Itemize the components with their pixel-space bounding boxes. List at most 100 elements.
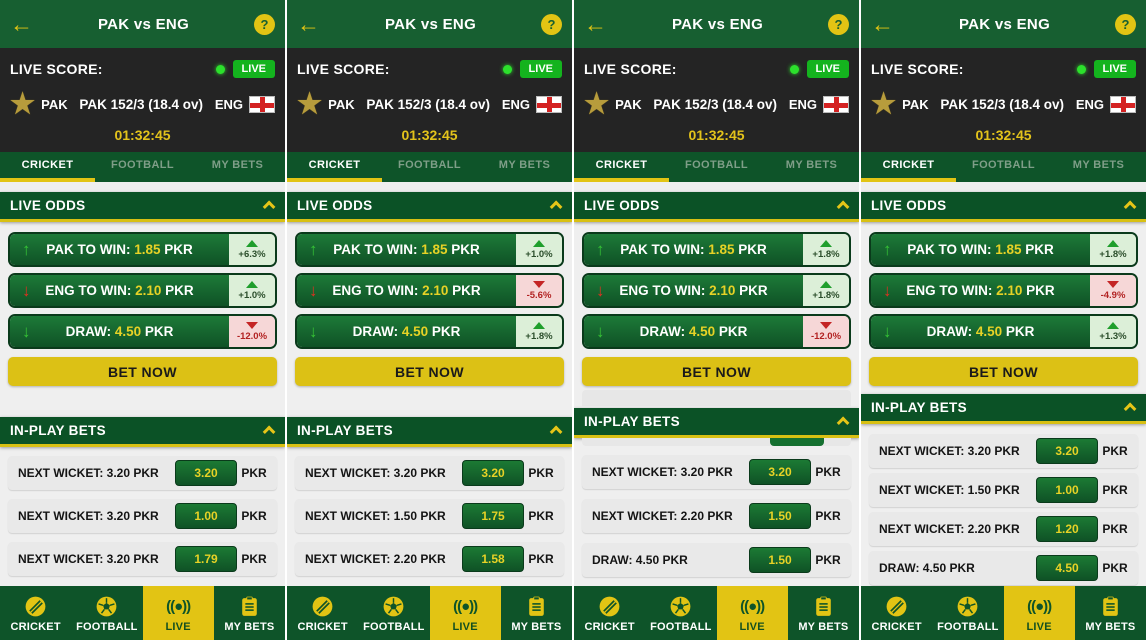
in-play-bets-header[interactable]: IN-PLAY BETS bbox=[0, 417, 285, 447]
in-play-bets-header[interactable]: IN-PLAY BETS bbox=[574, 408, 859, 438]
tab-football[interactable]: FOOTBALL bbox=[110, 159, 175, 171]
help-icon[interactable]: ? bbox=[1115, 13, 1136, 35]
nav-live[interactable]: ((●)) LIVE bbox=[142, 586, 214, 640]
back-arrow-icon[interactable]: ← bbox=[297, 10, 320, 37]
nav-football[interactable]: FOOTBALL bbox=[932, 586, 1003, 640]
tab-my-bets[interactable]: MY BETS bbox=[1072, 159, 1125, 171]
odds-row-eng-to-win[interactable]: ↓ ENG TO WIN: 2.10 PKR +1.8% bbox=[582, 273, 851, 308]
odds-row-eng-to-win[interactable]: ↓ ENG TO WIN: 2.10 PKR -4.9% bbox=[869, 273, 1138, 308]
bet-now-button[interactable]: BET NOW bbox=[295, 357, 564, 386]
live-odds-header[interactable]: LIVE ODDS bbox=[0, 192, 285, 222]
tab-my-bets[interactable]: MY BETS bbox=[498, 159, 551, 171]
nav-my-bets[interactable]: MY BETS bbox=[214, 586, 285, 640]
back-arrow-icon[interactable]: ← bbox=[10, 10, 33, 37]
nav-football[interactable]: FOOTBALL bbox=[645, 586, 716, 640]
nav-live[interactable]: ((●)) LIVE bbox=[1003, 586, 1075, 640]
nav-live[interactable]: ((●)) LIVE bbox=[716, 586, 788, 640]
in-play-bets-header[interactable]: IN-PLAY BETS bbox=[287, 417, 572, 447]
tab-cricket[interactable]: CRICKET bbox=[574, 152, 669, 182]
odds-button[interactable]: 1.50 bbox=[749, 547, 811, 573]
odds-row-pak-to-win[interactable]: ↑ PAK TO WIN: 1.85 PKR +6.3% bbox=[8, 232, 277, 267]
odds-row-draw[interactable]: ↓ DRAW: 4.50 PKR -12.0% bbox=[582, 314, 851, 349]
in-play-row[interactable]: NEXT WICKET: 1.50 PKR 1.00 PKR bbox=[869, 473, 1138, 507]
nav-my-bets[interactable]: MY BETS bbox=[1075, 586, 1146, 640]
bet-now-button[interactable]: BET NOW bbox=[582, 357, 851, 386]
nav-my-bets[interactable]: MY BETS bbox=[788, 586, 859, 640]
trend-triangle-icon bbox=[246, 321, 258, 329]
odds-button[interactable]: 4.50 bbox=[1036, 555, 1098, 581]
odds-button[interactable]: 3.20 bbox=[175, 460, 237, 486]
odds-button[interactable]: 1.00 bbox=[175, 503, 237, 529]
nav-football[interactable]: FOOTBALL bbox=[358, 586, 429, 640]
in-play-row[interactable]: NEXT WICKET: 3.20 PKR 1.00 PKR bbox=[8, 499, 277, 533]
live-odds-header[interactable]: LIVE ODDS bbox=[861, 192, 1146, 222]
trend-triangle-icon bbox=[1107, 321, 1119, 329]
nav-cricket[interactable]: CRICKET bbox=[0, 586, 71, 640]
live-odds-header[interactable]: LIVE ODDS bbox=[574, 192, 859, 222]
in-play-row[interactable]: NEXT WICKET: 3.20 PKR 3.20 PKR bbox=[295, 456, 564, 490]
odds-currency: PKR bbox=[718, 324, 748, 339]
in-play-bets-header[interactable]: IN-PLAY BETS bbox=[861, 394, 1146, 424]
nav-football[interactable]: FOOTBALL bbox=[71, 586, 142, 640]
bet-now-button[interactable]: BET NOW bbox=[869, 357, 1138, 386]
in-play-row[interactable]: NEXT WICKET: 3.20 PKR 3.20 PKR bbox=[582, 455, 851, 489]
in-play-row[interactable]: NEXT WICKET: 3.20 PKR 3.20 PKR bbox=[869, 434, 1138, 468]
cricket-ball-icon bbox=[310, 593, 335, 619]
odds-row-pak-to-win[interactable]: ↑ PAK TO WIN: 1.85 PKR +1.8% bbox=[869, 232, 1138, 267]
live-odds-header[interactable]: LIVE ODDS bbox=[287, 192, 572, 222]
in-play-row[interactable]: NEXT WICKET: 2.20 PKR 1.20 PKR bbox=[869, 512, 1138, 546]
odds-button[interactable]: 1.75 bbox=[462, 503, 524, 529]
back-arrow-icon[interactable]: ← bbox=[871, 10, 894, 37]
pak-star-icon: ★ bbox=[871, 88, 897, 119]
bet-now-button[interactable]: BET NOW bbox=[8, 357, 277, 386]
in-play-row[interactable]: DRAW: 4.50 PKR 4.50 PKR bbox=[869, 551, 1138, 585]
odds-button[interactable]: 3.20 bbox=[462, 460, 524, 486]
nav-cricket[interactable]: CRICKET bbox=[574, 586, 645, 640]
in-play-row[interactable]: NEXT WICKET: 3.20 PKR 3.20 PKR bbox=[8, 456, 277, 490]
nav-cricket[interactable]: CRICKET bbox=[287, 586, 358, 640]
odds-row-pak-to-win[interactable]: ↑ PAK TO WIN: 1.85 PKR +1.8% bbox=[582, 232, 851, 267]
odds-button[interactable]: 3.20 bbox=[749, 459, 811, 485]
in-play-row[interactable]: NEXT WICKET: 2.20 PKR 1.50 PKR bbox=[582, 499, 851, 533]
odds-button[interactable]: 3.20 bbox=[1036, 438, 1098, 464]
nav-live[interactable]: ((●)) LIVE bbox=[429, 586, 501, 640]
help-icon[interactable]: ? bbox=[541, 13, 562, 35]
tab-cricket[interactable]: CRICKET bbox=[0, 152, 95, 182]
back-arrow-icon[interactable]: ← bbox=[584, 10, 607, 37]
in-play-row[interactable]: DRAW: 4.50 PKR 1.50 PKR bbox=[582, 543, 851, 577]
bottom-nav: CRICKET FOOTBALL ((●)) LIVE MY BETS bbox=[861, 586, 1146, 640]
nav-my-bets[interactable]: MY BETS bbox=[501, 586, 572, 640]
odds-button[interactable]: 1.50 bbox=[749, 503, 811, 529]
tab-cricket[interactable]: CRICKET bbox=[287, 152, 382, 182]
tab-football[interactable]: FOOTBALL bbox=[971, 159, 1036, 171]
down-arrow-icon: ↓ bbox=[883, 281, 892, 300]
england-flag-icon bbox=[1110, 95, 1136, 113]
app-panel-4: ← PAK vs ENG ? LIVE SCORE: LIVE ★ PAK PAK… bbox=[861, 0, 1146, 640]
tab-football[interactable]: FOOTBALL bbox=[684, 159, 749, 171]
odds-button[interactable]: 1.79 bbox=[175, 546, 237, 572]
in-play-row[interactable]: NEXT WICKET: 2.20 PKR 1.58 PKR bbox=[295, 542, 564, 576]
help-icon[interactable]: ? bbox=[828, 13, 849, 35]
tab-cricket[interactable]: CRICKET bbox=[861, 152, 956, 182]
odds-row-eng-to-win[interactable]: ↓ ENG TO WIN: 2.10 PKR -5.6% bbox=[295, 273, 564, 308]
odds-row-draw[interactable]: ↓ DRAW: 4.50 PKR +1.8% bbox=[295, 314, 564, 349]
odds-list: ↑ PAK TO WIN: 1.85 PKR +1.8% ↓ ENG TO WI… bbox=[582, 232, 851, 349]
tab-my-bets[interactable]: MY BETS bbox=[211, 159, 264, 171]
odds-button[interactable]: 1.20 bbox=[1036, 516, 1098, 542]
odds-value: 1.85 bbox=[421, 242, 448, 257]
help-icon[interactable]: ? bbox=[254, 13, 275, 35]
odds-row-pak-to-win[interactable]: ↑ PAK TO WIN: 1.85 PKR +1.0% bbox=[295, 232, 564, 267]
nav-cricket[interactable]: CRICKET bbox=[861, 586, 932, 640]
football-icon bbox=[94, 593, 119, 619]
odds-row-draw[interactable]: ↓ DRAW: 4.50 PKR -12.0% bbox=[8, 314, 277, 349]
odds-row-eng-to-win[interactable]: ↓ ENG TO WIN: 2.10 PKR +1.0% bbox=[8, 273, 277, 308]
odds-row-draw[interactable]: ↓ DRAW: 4.50 PKR +1.3% bbox=[869, 314, 1138, 349]
odds-button[interactable]: 1.00 bbox=[1036, 477, 1098, 503]
in-play-row[interactable]: NEXT WICKET: 1.50 PKR 1.75 PKR bbox=[295, 499, 564, 533]
tab-football[interactable]: FOOTBALL bbox=[397, 159, 462, 171]
odds-button[interactable]: 1.58 bbox=[462, 546, 524, 572]
scoreboard: LIVE SCORE: LIVE ★ PAK PAK 152/3 (18.4 ov… bbox=[287, 48, 572, 152]
in-play-row[interactable]: NEXT WICKET: 3.20 PKR 1.79 PKR bbox=[8, 542, 277, 576]
live-status-badge: LIVE bbox=[519, 60, 562, 78]
tab-my-bets[interactable]: MY BETS bbox=[785, 159, 838, 171]
